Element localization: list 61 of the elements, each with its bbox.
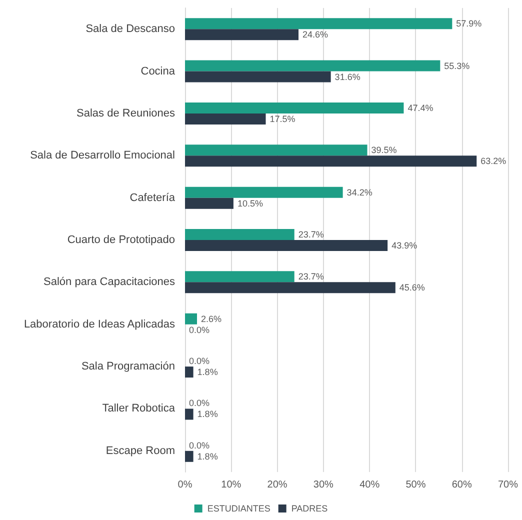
data-label: 10.5% xyxy=(237,198,263,208)
data-label: 2.6% xyxy=(200,314,222,324)
x-tick-label: 10% xyxy=(221,480,242,490)
data-label: 0.0% xyxy=(189,324,210,335)
bar xyxy=(185,156,477,167)
bar xyxy=(185,29,299,40)
y-tick-label: Cocina xyxy=(140,65,176,78)
x-tick-label: 40% xyxy=(360,480,380,490)
x-tick-label: 30% xyxy=(313,480,334,490)
x-tick-label: 50% xyxy=(406,480,426,490)
bar xyxy=(185,229,294,240)
data-label: 1.8% xyxy=(197,451,218,462)
bar xyxy=(185,271,294,282)
legend-label: PADRES xyxy=(291,504,328,514)
data-label: 39.5% xyxy=(371,145,397,156)
data-label: 17.5% xyxy=(270,114,296,124)
x-tick-label: 60% xyxy=(452,480,472,490)
data-label: 47.4% xyxy=(408,102,434,113)
data-label: 24.6% xyxy=(302,30,328,40)
bar xyxy=(185,60,440,72)
data-label: 1.8% xyxy=(197,409,218,420)
y-tick-label: Salas de Reuniones xyxy=(76,107,176,120)
data-label: 43.9% xyxy=(392,240,418,250)
y-tick-label: Sala Programación xyxy=(81,360,175,373)
data-label: 34.2% xyxy=(346,187,372,198)
bar xyxy=(185,282,396,294)
y-tick-label: Taller Robotica xyxy=(102,402,176,415)
y-tick-label: Sala de Desarrollo Emocional xyxy=(30,150,175,162)
bar xyxy=(185,144,368,156)
bar xyxy=(185,313,197,324)
y-tick-label: Cuarto de Prototipado xyxy=(67,234,175,246)
bar xyxy=(185,240,388,251)
x-tick-label: 20% xyxy=(267,480,288,490)
data-label: 45.6% xyxy=(399,282,425,293)
data-label: 57.9% xyxy=(456,18,482,29)
bar xyxy=(185,408,194,420)
data-label: 23.7% xyxy=(298,272,324,282)
data-label: 63.2% xyxy=(480,156,506,166)
data-label: 55.3% xyxy=(444,60,470,71)
y-tick-label: Cafetería xyxy=(130,192,176,204)
x-tick-label: 0% xyxy=(178,480,192,490)
data-label: 23.7% xyxy=(298,230,324,240)
bar xyxy=(185,102,404,114)
data-label: 1.8% xyxy=(197,367,218,378)
bar xyxy=(185,113,266,124)
y-tick-label: Laboratorio de Ideas Aplicadas xyxy=(24,318,176,330)
bar xyxy=(185,71,331,82)
data-label: 31.6% xyxy=(334,72,360,82)
bar xyxy=(185,186,343,198)
bar xyxy=(185,198,234,209)
y-tick-label: Sala de Descanso xyxy=(86,23,175,36)
bar xyxy=(185,18,452,30)
data-label: 0.0% xyxy=(189,356,210,366)
bar xyxy=(185,450,194,462)
legend-label: ESTUDIANTES xyxy=(207,504,270,514)
bar xyxy=(185,366,194,378)
x-tick-label: 70% xyxy=(498,480,518,490)
y-tick-label: Salón para Capacitaciones xyxy=(44,276,176,288)
data-label: 0.0% xyxy=(189,398,210,408)
y-tick-label: Escape Room xyxy=(106,444,175,457)
data-label: 0.0% xyxy=(189,440,210,450)
